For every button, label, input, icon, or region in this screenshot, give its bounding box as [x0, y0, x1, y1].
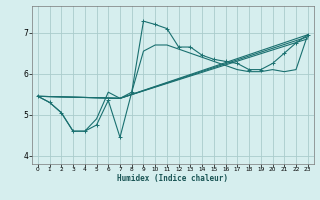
- X-axis label: Humidex (Indice chaleur): Humidex (Indice chaleur): [117, 174, 228, 183]
